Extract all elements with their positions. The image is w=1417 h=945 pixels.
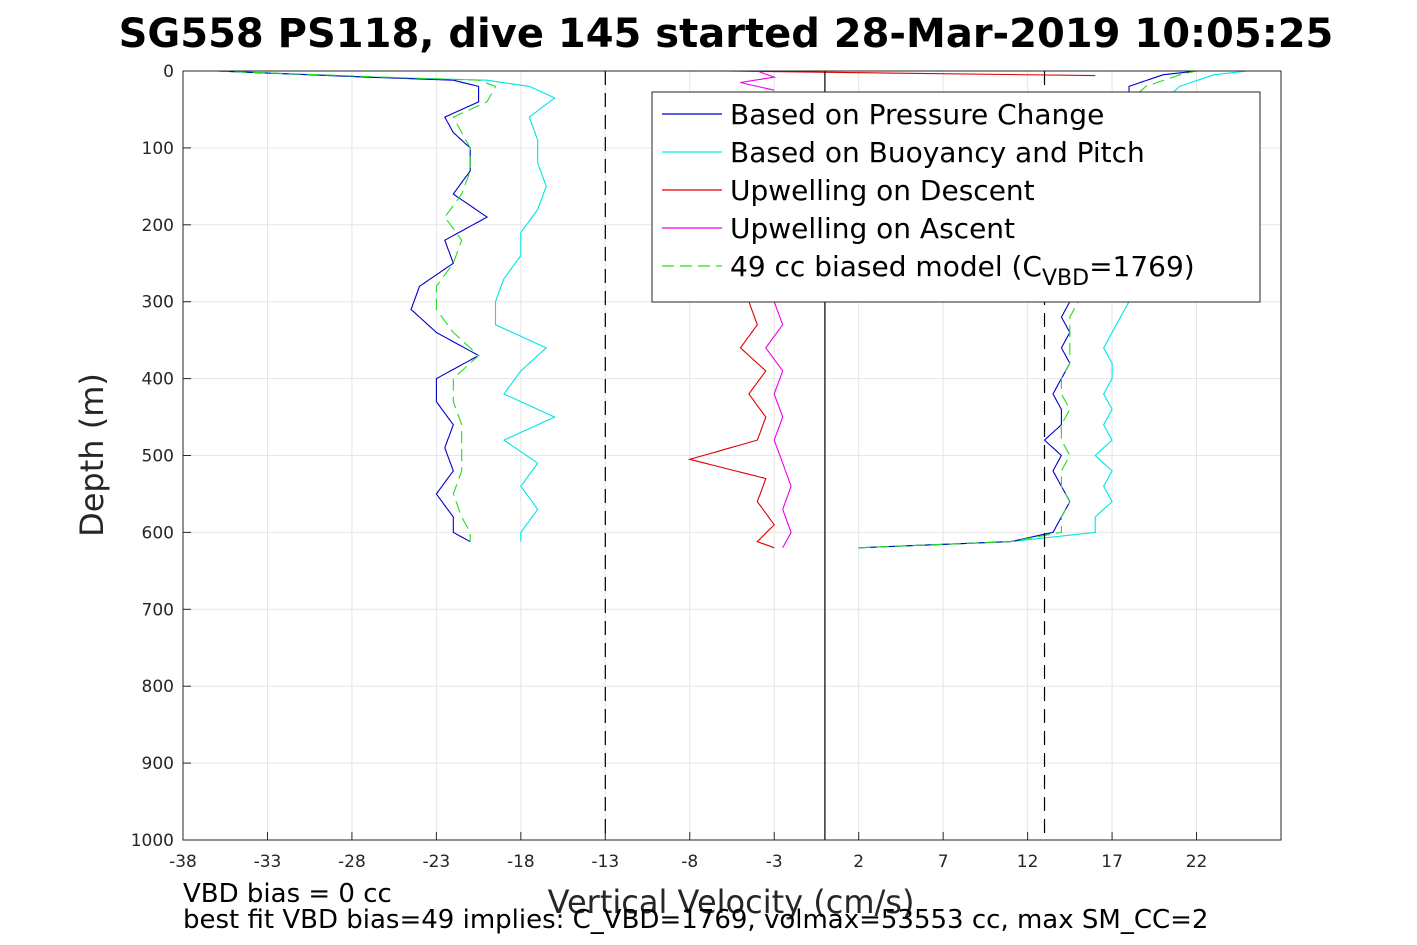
- x-axis-ticks: -38 -33 -28 -23 -18 -13 -8 -3 2 7 12 17 22: [169, 832, 1207, 872]
- y-tick-label: 900: [142, 754, 174, 774]
- series-line-surface: [723, 70, 1096, 77]
- series-line-descent: [216, 70, 556, 542]
- chart-title: SG558 PS118, dive 145 started 28-Mar-201…: [119, 11, 1334, 57]
- legend: Based on Pressure Change Based on Buoyanc…: [651, 91, 1261, 303]
- x-axis-label: Vertical Velocity (cm/s): [548, 883, 915, 921]
- y-tick-label: 700: [142, 600, 174, 620]
- x-tick-label: 2: [853, 852, 864, 872]
- y-tick-label: 1000: [131, 831, 174, 851]
- x-tick-label: 7: [938, 852, 949, 872]
- series-line-descent: [216, 70, 497, 542]
- y-tick-label: 100: [142, 139, 174, 159]
- series-line-profile: [765, 301, 792, 549]
- x-tick-label: 22: [1186, 852, 1208, 872]
- series-upwelling-on-descent: [687, 70, 1096, 549]
- x-tick-label: -13: [591, 852, 619, 872]
- x-tick-label: -18: [507, 852, 535, 872]
- x-tick-label: -3: [766, 852, 783, 872]
- footer-vbd-bias: VBD bias = 0 cc: [183, 879, 392, 909]
- x-tick-label: -23: [422, 852, 450, 872]
- legend-box: [651, 91, 1261, 303]
- x-tick-label: 17: [1101, 852, 1123, 872]
- y-tick-label: 800: [142, 677, 174, 697]
- y-tick-label: 300: [142, 293, 174, 313]
- y-tick-label: 200: [142, 216, 174, 236]
- series-line-surface: [740, 70, 777, 91]
- legend-entry: Upwelling on Descent: [730, 174, 1035, 207]
- x-tick-label: 12: [1017, 852, 1039, 872]
- y-tick-label: 0: [163, 62, 174, 82]
- series-line-profile: [687, 301, 775, 549]
- y-tick-label: 600: [142, 523, 174, 543]
- x-tick-label: -28: [338, 852, 366, 872]
- y-tick-label: 500: [142, 447, 174, 467]
- x-tick-label: -33: [254, 852, 282, 872]
- y-tick-label: 400: [142, 370, 174, 390]
- legend-entry: 49 cc biased model (CVBD=1769): [730, 250, 1195, 291]
- x-tick-label: -8: [681, 852, 698, 872]
- x-tick-label: -38: [169, 852, 197, 872]
- legend-entry: Upwelling on Ascent: [730, 212, 1015, 245]
- footer-best-fit: best fit VBD bias=49 implies: C_VBD=1769…: [183, 905, 1208, 935]
- legend-entry: Based on Buoyancy and Pitch: [730, 136, 1145, 169]
- legend-entry: Based on Pressure Change: [730, 98, 1104, 131]
- plot-frame: [182, 70, 1282, 841]
- y-axis-ticks: 0 100 200 300 400 500 600 700 800 900 1000: [131, 62, 191, 851]
- y-axis-label: Depth (m): [73, 373, 111, 537]
- series-upwelling-on-ascent: [740, 70, 792, 549]
